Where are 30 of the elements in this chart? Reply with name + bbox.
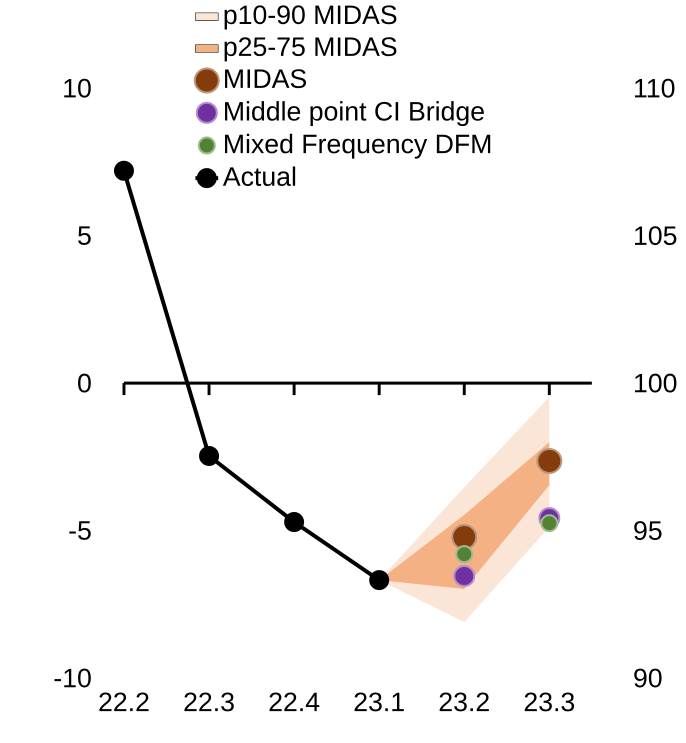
y2-tick-label: 90 [634,668,662,688]
x-tick-label: 22.2 [99,692,148,712]
legend-label: Mixed Frequency DFM [224,134,490,159]
legend-label: Actual [222,166,295,186]
x-tick-label: 23.2 [439,692,489,712]
y2-tick-label: 110 [634,78,674,98]
x-tick-label: 22.3 [184,692,234,712]
point [114,160,134,181]
y-tick-label: 0 [78,374,91,393]
x-tick-label: 23.3 [524,692,574,712]
y-tick-label: 10 [64,78,91,98]
point [284,512,304,532]
point [198,446,219,466]
legend-label: p10-90 MIDAS [224,5,396,30]
legend-label: Middle point CI Bridge [224,101,484,126]
point [369,570,390,590]
point [455,545,474,564]
x-tick-label: 22.4 [269,692,320,712]
y-tick-label: -10 [54,668,91,688]
x-tick-label: 23.1 [354,692,404,712]
y-tick-label: -5 [69,521,91,540]
y2-tick-label: 105 [634,226,676,246]
point [453,564,476,587]
legend-label: p25-75 MIDAS [224,37,396,62]
y2-tick-label: 100 [634,374,676,393]
point [536,448,562,474]
legend-label: MIDAS [224,69,306,88]
point [540,514,558,532]
y2-tick-label: 95 [634,521,662,540]
y-tick-label: 5 [78,226,91,245]
